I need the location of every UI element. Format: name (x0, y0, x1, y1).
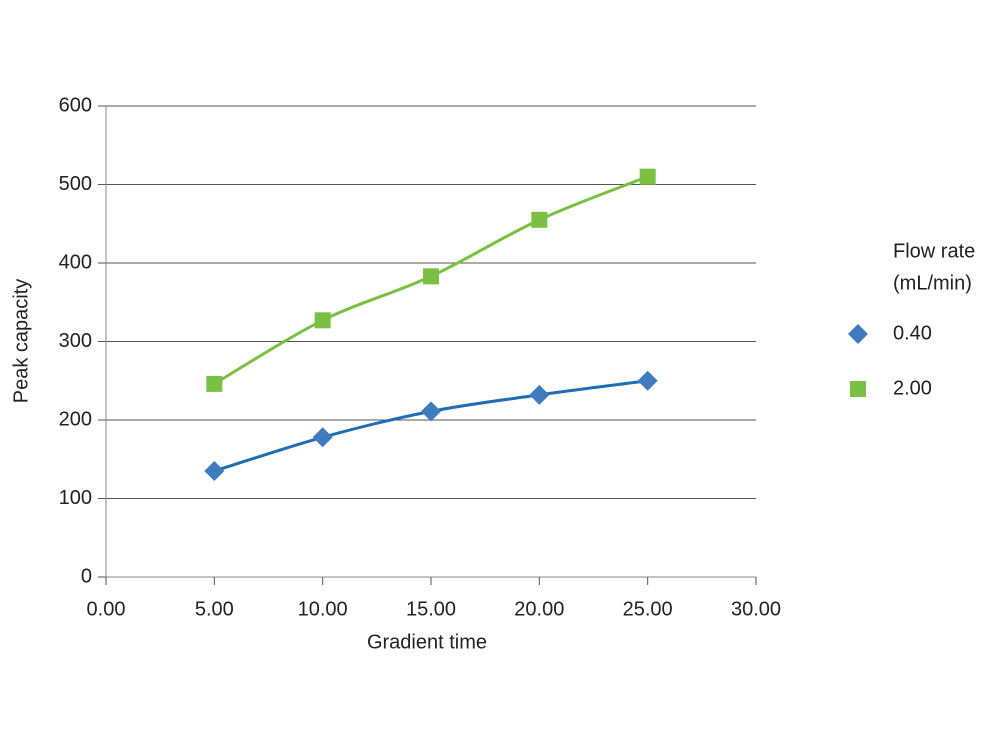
point (529, 384, 550, 405)
y-tick-label: 500 (59, 173, 92, 195)
point (312, 427, 333, 448)
y-tick-label: 600 (59, 94, 92, 116)
point (204, 461, 225, 482)
y-tick-label: 0 (81, 565, 92, 587)
x-tick-label: 10.00 (298, 598, 348, 620)
point (421, 401, 441, 422)
point (531, 211, 548, 228)
y-tick-label: 400 (59, 251, 92, 273)
x-tick-label: 20.00 (514, 598, 564, 620)
point (637, 370, 658, 391)
point (206, 375, 223, 392)
point (423, 268, 439, 285)
legend-title: (mL/min) (893, 272, 972, 294)
x-tick-label: 5.00 (195, 598, 234, 620)
x-tick-label: 25.00 (623, 598, 673, 620)
y-tick-label: 100 (59, 487, 92, 509)
legend-marker (850, 381, 866, 397)
x-tick-label: 0.00 (87, 598, 126, 620)
legend-label: 0.40 (893, 322, 932, 344)
x-tick-label: 30.00 (731, 598, 781, 620)
y-tick-label: 300 (59, 330, 92, 352)
legend-marker (848, 324, 868, 344)
trend-line (213, 379, 648, 473)
y-tick-label: 200 (59, 408, 92, 430)
x-tick-label: 15.00 (406, 598, 456, 620)
y-axis-title: Peak capacity (10, 279, 32, 404)
legend-label: 2.00 (893, 377, 932, 399)
point (314, 312, 331, 329)
legend-title: Flow rate (893, 240, 975, 262)
x-axis-title: Gradient time (367, 631, 487, 653)
point (639, 168, 656, 185)
